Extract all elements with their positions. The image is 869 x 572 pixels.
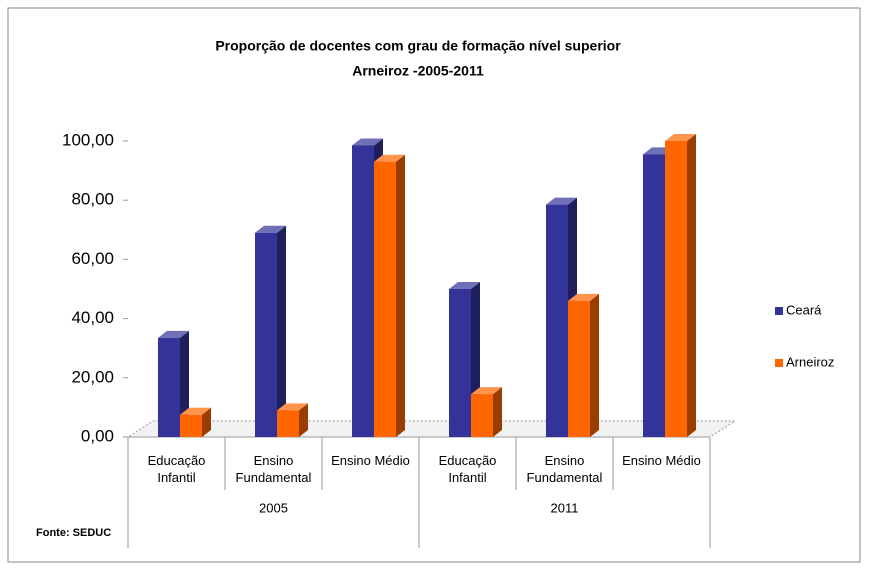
bar-front bbox=[352, 145, 374, 437]
x-tick-label: Ensino Fundamental bbox=[526, 453, 603, 485]
bar-side bbox=[590, 293, 599, 437]
y-tick-label: 100,00 bbox=[62, 130, 114, 149]
y-tick-label: 40,00 bbox=[71, 308, 114, 327]
bar-front bbox=[277, 410, 299, 437]
legend-swatch bbox=[775, 307, 783, 315]
bar-side bbox=[396, 154, 405, 437]
x-tick-label: Ensino Fundamental bbox=[235, 453, 312, 485]
bar-top bbox=[568, 293, 599, 301]
bar-side bbox=[277, 225, 286, 437]
bar-top bbox=[374, 154, 405, 162]
bar-top bbox=[255, 225, 286, 233]
x-tick-label: Ensino Médio bbox=[331, 453, 410, 468]
chart-title: Proporção de docentes com grau de formaç… bbox=[215, 38, 621, 54]
chart-subtitle: Arneiroz -2005-2011 bbox=[352, 63, 484, 79]
bar-front bbox=[180, 414, 202, 437]
x-tick-label: Educação Infantil bbox=[147, 453, 206, 485]
legend-swatch bbox=[775, 359, 783, 367]
bar-front bbox=[643, 154, 665, 437]
bar-top bbox=[158, 330, 189, 338]
x-tick-label: Ensino Médio bbox=[622, 453, 701, 468]
y-tick-label: 60,00 bbox=[71, 249, 114, 268]
bar bbox=[665, 134, 696, 437]
bar-top bbox=[471, 387, 502, 395]
group-label: 2005 bbox=[259, 500, 288, 515]
bar-side bbox=[202, 407, 211, 437]
bar-side bbox=[687, 134, 696, 437]
bar-front bbox=[449, 289, 471, 437]
bar bbox=[180, 407, 211, 437]
bar bbox=[449, 282, 480, 437]
bar-front bbox=[665, 141, 687, 437]
bar-side bbox=[493, 387, 502, 437]
bar-top bbox=[546, 197, 577, 205]
bar bbox=[568, 293, 599, 437]
bar-front bbox=[255, 232, 277, 437]
bar-front bbox=[546, 204, 568, 437]
bar bbox=[471, 387, 502, 437]
bar-top bbox=[449, 282, 480, 289]
legend-label: Ceará bbox=[786, 302, 822, 317]
y-tick-label: 0,00 bbox=[81, 426, 114, 445]
chart-border bbox=[7, 7, 861, 563]
x-tick-label: Educação Infantil bbox=[438, 453, 497, 485]
legend-label: Arneiroz bbox=[786, 354, 834, 369]
bar-top bbox=[277, 403, 308, 411]
bar bbox=[255, 225, 286, 437]
bar-side bbox=[299, 403, 308, 437]
bar-front bbox=[471, 394, 493, 437]
y-tick-label: 80,00 bbox=[71, 190, 114, 209]
source-note: Fonte: SEDUC bbox=[36, 527, 111, 539]
bar-front bbox=[568, 300, 590, 437]
bar-top bbox=[665, 134, 696, 141]
group-label: 2011 bbox=[551, 500, 579, 515]
y-tick-label: 20,00 bbox=[71, 367, 114, 386]
bar-front bbox=[158, 337, 180, 437]
bar-top bbox=[352, 138, 383, 146]
bar-front bbox=[374, 161, 396, 437]
bar-top bbox=[180, 407, 211, 415]
bar bbox=[374, 154, 405, 437]
bar bbox=[277, 403, 308, 437]
